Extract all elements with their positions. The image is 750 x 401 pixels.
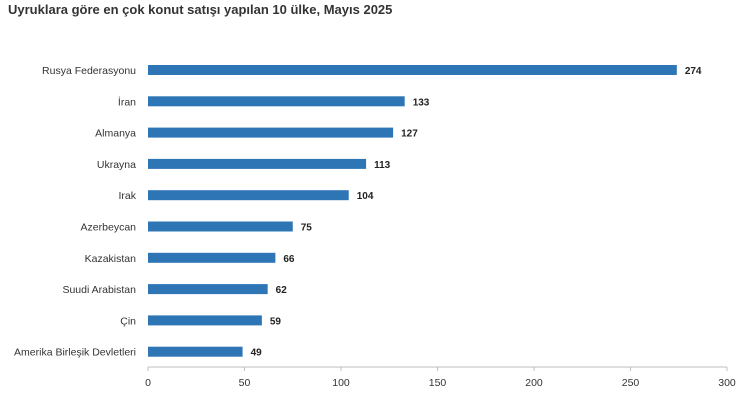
data-label: 127 [401, 129, 418, 140]
category-label: Kazakistan [85, 253, 137, 265]
x-axis: 0 50 100 150 200 250 300 [145, 366, 736, 389]
data-label: 113 [374, 160, 391, 171]
category-label: Almanya [95, 128, 136, 140]
value-labels: 274 133 127 113 104 75 66 62 59 49 [251, 66, 702, 359]
category-label: Azerbeycan [81, 222, 137, 234]
x-tick-label: 250 [622, 377, 640, 389]
bar [148, 65, 677, 75]
x-tick-label: 50 [239, 377, 251, 389]
bar [148, 221, 293, 232]
category-label: Irak [118, 190, 136, 202]
category-label: Çin [120, 315, 136, 327]
data-label: 274 [685, 66, 702, 77]
data-label: 62 [276, 285, 288, 296]
bar [148, 346, 243, 357]
x-tick-label: 0 [145, 377, 151, 389]
category-label: İran [118, 95, 136, 108]
bar [148, 315, 262, 326]
data-label: 59 [270, 316, 282, 327]
category-label: Suudi Arabistan [62, 284, 136, 296]
bar [148, 96, 405, 107]
bars-group [148, 65, 677, 357]
bar [148, 190, 349, 201]
bar [148, 127, 394, 138]
category-label: Rusya Federasyonu [42, 65, 136, 77]
data-label: 75 [301, 223, 313, 234]
data-label: 66 [283, 254, 295, 265]
x-tick-label: 200 [525, 377, 543, 389]
x-tick-label: 300 [718, 377, 736, 389]
data-label: 133 [413, 97, 430, 108]
category-labels: Rusya Federasyonu İran Almanya Ukrayna Irak A… [14, 65, 137, 359]
category-label: Amerika Birleşik Devletleri [14, 347, 136, 359]
x-tick-label: 100 [332, 377, 350, 389]
x-tick-label: 150 [429, 377, 447, 389]
bar [148, 158, 367, 169]
data-label: 49 [251, 348, 263, 359]
data-label: 104 [357, 191, 374, 202]
chart-title: Uyruklara göre en çok konut satışı yapıl… [8, 2, 393, 17]
category-label: Ukrayna [97, 159, 136, 171]
bar [148, 284, 268, 295]
bar [148, 252, 276, 263]
